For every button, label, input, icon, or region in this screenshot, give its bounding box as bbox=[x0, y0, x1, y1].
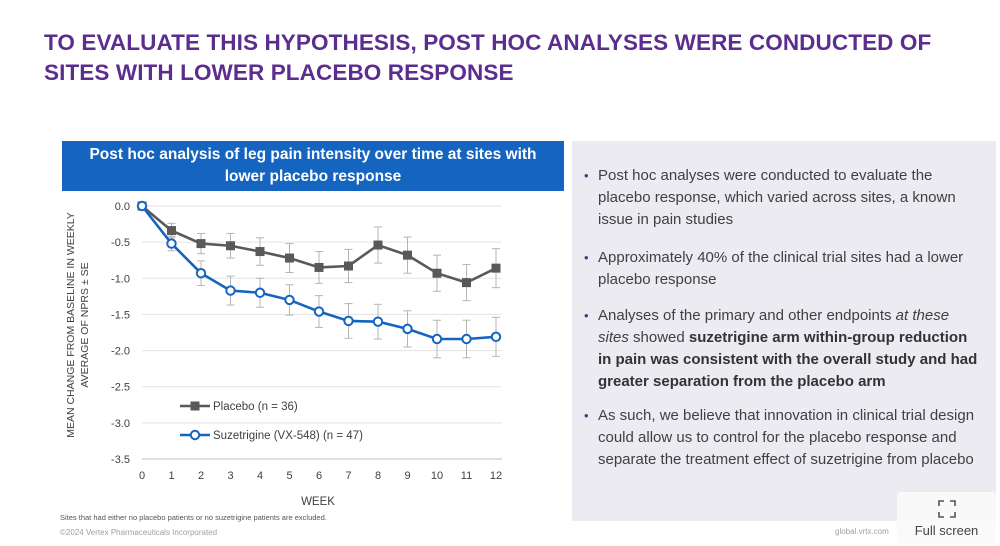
grid-lines bbox=[142, 205, 502, 460]
y-tick-label: -2.0 bbox=[111, 346, 130, 358]
data-point-placebo bbox=[344, 261, 353, 271]
data-point-placebo bbox=[462, 278, 471, 288]
key-point-text: Approximately 40% of the clinical trial … bbox=[584, 247, 984, 291]
x-tick-label: 6 bbox=[316, 470, 322, 482]
key-point-text: Analyses of the primary and other endpoi… bbox=[584, 305, 984, 393]
x-tick-label: 4 bbox=[257, 470, 263, 482]
y-tick-label: -0.5 bbox=[111, 237, 130, 249]
key-point-4: • As such, we believe that innovation in … bbox=[584, 405, 984, 471]
x-tick-label: 1 bbox=[168, 470, 174, 482]
x-tick-label: 11 bbox=[461, 470, 472, 482]
key-point-1: • Post hoc analyses were conducted to eva… bbox=[584, 165, 984, 231]
key-point-segment-italic: at these sites bbox=[598, 307, 950, 346]
x-tick-label: 5 bbox=[286, 470, 292, 482]
data-point-suzetrigine bbox=[490, 331, 502, 343]
bullet-marker: • bbox=[584, 308, 589, 323]
legend-label: Suzetrigine (VX-548) (n = 47) bbox=[213, 430, 363, 442]
chart-footnote: Sites that had either no placebo patient… bbox=[60, 513, 327, 522]
x-tick-label: 9 bbox=[404, 470, 410, 482]
data-point-suzetrigine bbox=[372, 316, 384, 327]
data-point-suzetrigine bbox=[343, 315, 354, 327]
line-chart: 0.0-0.5-1.0-1.5-2.0-2.5-3.0-3.50 1 2 3 4 5 6 7 8… bbox=[65, 200, 502, 508]
legend-marker-placebo bbox=[190, 401, 200, 411]
y-tick-label: -1.0 bbox=[111, 273, 130, 285]
x-tick-label: 2 bbox=[198, 470, 204, 482]
slide-title: TO EVALUATE THIS HYPOTHESIS, POST HOC AN… bbox=[44, 28, 944, 88]
fullscreen-icon bbox=[937, 499, 956, 518]
slide-title-line-2: SITES WITH LOWER PLACEBO RESPONSE bbox=[44, 60, 514, 85]
key-point-segment-normal: As such, we believe that innovation in c… bbox=[598, 407, 975, 468]
data-point-suzetrigine bbox=[431, 333, 443, 345]
key-point-segment-normal: showed bbox=[628, 329, 689, 346]
data-point-suzetrigine bbox=[195, 268, 207, 279]
data-point-suzetrigine bbox=[402, 323, 413, 335]
legend-marker-suzetrigine bbox=[189, 429, 201, 441]
key-points-panel: • Post hoc analyses were conducted to eva… bbox=[572, 141, 996, 521]
y-tick-label: -3.0 bbox=[111, 418, 130, 430]
data-point-placebo bbox=[226, 241, 235, 251]
chart-header-line-2: lower placebo response bbox=[224, 168, 402, 185]
site-url: global.vrtx.com bbox=[835, 527, 889, 536]
y-axis-label-line-1: MEAN CHANGE FROM BASELINE IN WEEKLY bbox=[65, 212, 77, 438]
axes: 0.0-0.5-1.0-1.5-2.0-2.5-3.0-3.50 1 2 3 4 5 6 7 8… bbox=[111, 201, 502, 482]
data-point-placebo bbox=[285, 253, 294, 263]
data-point-suzetrigine bbox=[254, 287, 266, 298]
data-point-placebo bbox=[432, 268, 442, 278]
x-tick-label: 8 bbox=[375, 470, 381, 482]
fullscreen-label: Full screen bbox=[914, 522, 979, 538]
data-point-placebo bbox=[167, 226, 176, 236]
x-tick-label: 12 bbox=[490, 470, 502, 482]
x-tick-label: 10 bbox=[431, 470, 443, 482]
y-axis-label-line-2: AVERAGE OF NPRS ± SE bbox=[79, 262, 91, 387]
copyright-notice: ©2024 Vertex Pharmaceuticals Incorporate… bbox=[60, 528, 218, 537]
key-point-3: • Analyses of the primary and other endpo… bbox=[584, 305, 984, 393]
x-tick-label: 0 bbox=[139, 470, 145, 482]
data-point-placebo bbox=[196, 239, 206, 249]
fullscreen-button[interactable]: Full screen bbox=[897, 492, 996, 544]
key-point-segment-normal: Analyses of the primary and other endpoi… bbox=[598, 307, 896, 324]
key-point-text: As such, we believe that innovation in c… bbox=[584, 405, 984, 471]
data-point-suzetrigine bbox=[461, 333, 472, 345]
data-point-suzetrigine bbox=[136, 200, 148, 212]
chart-header: Post hoc analysis of leg pain intensity … bbox=[62, 141, 564, 191]
data-point-suzetrigine bbox=[284, 294, 295, 306]
x-tick-label: 7 bbox=[345, 470, 351, 482]
key-point-segment-normal: Approximately 40% of the clinical trial … bbox=[598, 249, 964, 288]
x-axis-label: WEEK bbox=[301, 496, 335, 508]
data-point-placebo bbox=[491, 263, 501, 273]
slide-title-line-1: TO EVALUATE THIS HYPOTHESIS, POST HOC AN… bbox=[44, 30, 932, 55]
key-point-2: • Approximately 40% of the clinical trial… bbox=[584, 247, 984, 291]
y-tick-label: -3.5 bbox=[111, 454, 130, 466]
bullet-marker: • bbox=[584, 250, 589, 265]
key-point-segment-bold: suzetrigine arm within-group reduction i… bbox=[598, 329, 978, 390]
data-point-suzetrigine bbox=[313, 306, 325, 317]
data-point-placebo bbox=[373, 240, 383, 250]
key-point-text: Post hoc analyses were conducted to eval… bbox=[584, 165, 984, 231]
chart-header-line-1: Post hoc analysis of leg pain intensity … bbox=[89, 146, 537, 163]
legend-label: Placebo (n = 36) bbox=[213, 401, 298, 413]
y-tick-label: -2.5 bbox=[111, 382, 130, 394]
bullet-marker: • bbox=[584, 408, 589, 423]
data-point-placebo bbox=[314, 262, 324, 272]
series-markers bbox=[136, 200, 502, 345]
key-point-segment-normal: Post hoc analyses were conducted to eval… bbox=[598, 167, 956, 228]
chart-legend: Placebo (n = 36) Suzetrigine (VX-548) (n … bbox=[180, 401, 363, 442]
data-point-placebo bbox=[255, 247, 265, 257]
y-tick-label: -1.5 bbox=[111, 309, 130, 321]
data-point-suzetrigine bbox=[225, 285, 236, 296]
bullet-marker: • bbox=[584, 168, 589, 183]
y-tick-label: 0.0 bbox=[115, 201, 130, 213]
data-point-suzetrigine bbox=[166, 238, 177, 249]
x-tick-label: 3 bbox=[227, 470, 233, 482]
data-point-placebo bbox=[403, 250, 412, 260]
